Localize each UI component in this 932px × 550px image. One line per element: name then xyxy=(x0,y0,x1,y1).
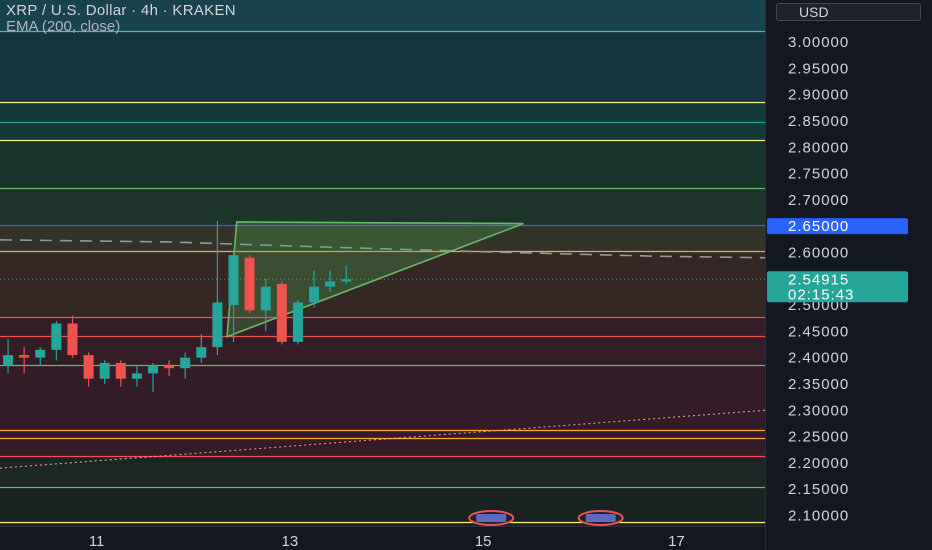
price-zone xyxy=(0,455,765,487)
current-price-value: 2.54915 xyxy=(788,271,849,288)
y-tick-label: 2.95000 xyxy=(788,60,849,77)
price-zone xyxy=(0,102,765,141)
price-zone xyxy=(0,0,765,31)
candle-body xyxy=(148,365,158,374)
candle-body xyxy=(212,302,223,348)
price-zone xyxy=(0,224,765,252)
candle-body xyxy=(180,357,191,369)
candle-body xyxy=(35,349,46,358)
price-zone xyxy=(0,187,765,225)
candle-body xyxy=(292,302,303,342)
y-tick-label: 2.10000 xyxy=(788,507,849,524)
candle-body xyxy=(99,362,110,379)
us-flag-icon xyxy=(585,514,616,522)
y-tick-label: 2.60000 xyxy=(788,244,849,261)
candle-body xyxy=(260,286,271,311)
chart-header: XRP / U.S. Dollar · 4h · KRAKEN EMA (200… xyxy=(6,3,236,35)
price-zone xyxy=(0,486,765,526)
x-tick-label: 15 xyxy=(475,533,492,550)
current-price-tag xyxy=(767,271,908,303)
y-tick-label: 2.75000 xyxy=(788,166,849,183)
us-flag-icon xyxy=(476,514,507,522)
candle-body xyxy=(325,281,336,287)
price-zone xyxy=(0,251,765,317)
y-tick-label: 2.25000 xyxy=(788,429,849,446)
currency-button[interactable]: USD xyxy=(776,3,921,21)
indicator-label[interactable]: EMA (200, close) xyxy=(6,18,121,35)
candle-body xyxy=(51,323,62,350)
y-tick-label: 2.35000 xyxy=(788,376,849,393)
highlight-price-tag xyxy=(767,218,908,235)
candle-body xyxy=(196,347,207,358)
y-tick-label: 2.30000 xyxy=(788,402,849,419)
countdown-timer: 02:15:43 xyxy=(788,286,854,303)
candle-body xyxy=(131,373,142,379)
y-tick-label: 2.40000 xyxy=(788,350,849,367)
y-tick-label: 2.15000 xyxy=(788,481,849,498)
candle-body xyxy=(115,362,126,379)
x-tick-label: 11 xyxy=(89,533,105,550)
ema-200-line xyxy=(0,239,766,259)
y-tick-label: 2.90000 xyxy=(788,87,849,104)
candle-body xyxy=(244,257,255,311)
highlight-price-label: 2.65000 xyxy=(788,218,849,235)
price-zone xyxy=(0,30,765,103)
candle-body xyxy=(309,286,320,303)
y-tick-label: 2.70000 xyxy=(788,192,849,209)
y-tick-label: 2.85000 xyxy=(788,113,849,130)
y-tick-label: 2.80000 xyxy=(788,139,849,156)
candle-body xyxy=(276,284,287,342)
price-zone xyxy=(0,316,765,366)
candle-body xyxy=(67,323,78,356)
y-tick-label: 2.20000 xyxy=(788,455,849,472)
symbol-title[interactable]: XRP / U.S. Dollar · 4h · KRAKEN xyxy=(6,2,236,19)
price-zone xyxy=(0,365,765,456)
y-tick-label: 3.00000 xyxy=(788,34,849,51)
candle-body xyxy=(83,355,94,379)
x-tick-label: 17 xyxy=(668,533,685,550)
candle-body xyxy=(164,365,175,369)
candle-body xyxy=(341,279,352,282)
x-tick-label: 13 xyxy=(282,533,299,550)
candle-body xyxy=(228,255,239,306)
candle-body xyxy=(19,355,30,358)
price-zone xyxy=(0,140,765,188)
y-tick-label: 2.45000 xyxy=(788,323,849,340)
candle-body xyxy=(3,355,14,366)
